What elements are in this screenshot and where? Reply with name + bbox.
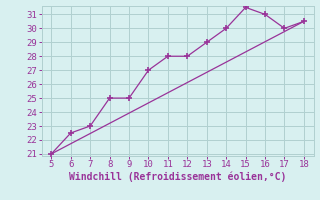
X-axis label: Windchill (Refroidissement éolien,°C): Windchill (Refroidissement éolien,°C) — [69, 172, 286, 182]
